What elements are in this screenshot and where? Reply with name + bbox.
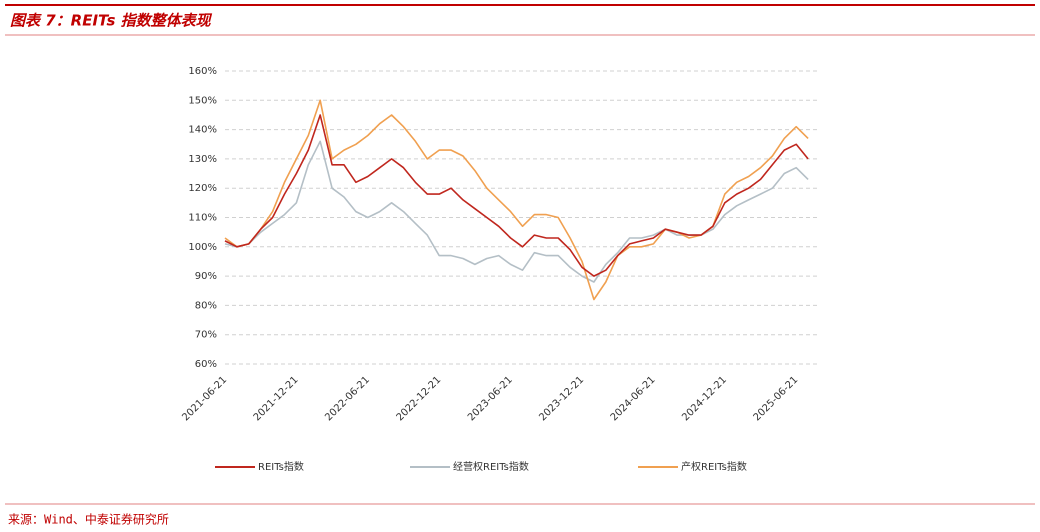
y-tick-label: 140% (188, 125, 217, 136)
figure-title: 图表 7：REITs 指数整体表现 (10, 12, 213, 30)
y-tick-label: 80% (195, 300, 217, 311)
y-tick-label: 90% (195, 271, 217, 282)
x-tick-label: 2021-06-21 (180, 374, 229, 423)
y-tick-label: 100% (188, 242, 217, 253)
y-tick-label: 60% (195, 359, 217, 370)
y-tick-label: 130% (188, 154, 217, 165)
x-tick-label: 2023-06-21 (466, 374, 515, 423)
x-tick-label: 2022-06-21 (323, 374, 372, 423)
x-tick-label: 2022-12-21 (395, 374, 444, 423)
x-tick-label: 2023-12-21 (537, 374, 586, 423)
x-tick-label: 2024-06-21 (609, 374, 658, 423)
y-tick-label: 120% (188, 183, 217, 194)
x-tick-label: 2025-06-21 (752, 374, 801, 423)
series-line (224, 114, 809, 277)
x-tick-label: 2024-12-21 (680, 374, 729, 423)
series-line (224, 140, 809, 283)
source-note: 来源：Wind、中泰证券研究所 (8, 512, 169, 527)
y-tick-label: 150% (188, 95, 217, 106)
legend-label: 经营权REITs指数 (453, 460, 529, 473)
legend-label: 产权REITs指数 (681, 460, 747, 473)
y-tick-label: 160% (188, 66, 217, 77)
legend-label: REITs指数 (258, 460, 304, 473)
series-line (224, 99, 809, 301)
y-tick-label: 70% (195, 330, 217, 341)
x-tick-label: 2021-12-21 (252, 374, 301, 423)
y-tick-label: 110% (188, 213, 217, 224)
